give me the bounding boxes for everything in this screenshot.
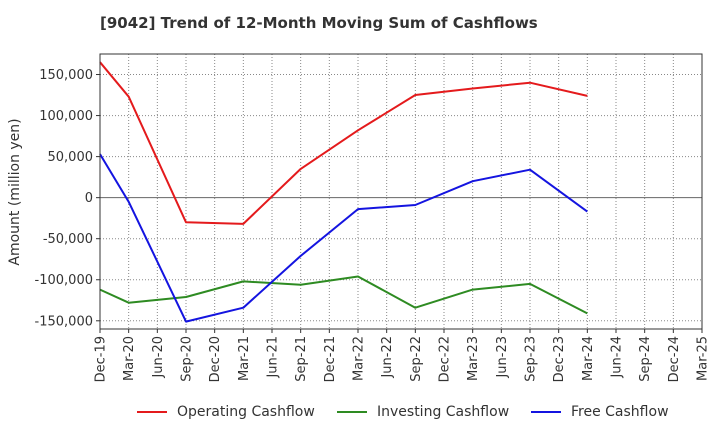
y-tick-label: -50,000 bbox=[43, 232, 93, 247]
legend-item: Free Cashflow bbox=[531, 404, 669, 420]
grid-lines bbox=[100, 54, 702, 329]
chart-plot: 150,000 100,000 50,000 0 -50,000 -100,000 -150… bbox=[7, 53, 711, 382]
x-axis-ticks: Dec-19 Mar-20 Jun-20 Sep-20 Dec-20 Mar-21 Jun-… bbox=[94, 329, 711, 382]
legend-item: Investing Cashflow bbox=[337, 404, 509, 420]
legend-item: Operating Cashflow bbox=[137, 404, 315, 420]
x-tick-label: Mar-22 bbox=[352, 336, 367, 381]
x-tick-label: Mar-21 bbox=[237, 336, 252, 381]
x-tick-label: Sep-23 bbox=[524, 336, 539, 382]
x-tick-label: Sep-24 bbox=[638, 336, 653, 382]
legend: Operating Cashflow Investing Cashflow Free… bbox=[0, 404, 720, 426]
legend-label: Investing Cashflow bbox=[377, 404, 510, 420]
y-tick-label: 150,000 bbox=[39, 68, 93, 83]
x-tick-label: Jun-23 bbox=[495, 336, 510, 379]
x-tick-label: Sep-21 bbox=[294, 336, 309, 382]
x-tick-label: Mar-20 bbox=[122, 336, 137, 381]
legend-swatch bbox=[531, 411, 561, 413]
x-tick-label: Dec-23 bbox=[552, 336, 567, 382]
chart-title: [9042] Trend of 12-Month Moving Sum of C… bbox=[100, 14, 538, 32]
x-tick-label: Jun-21 bbox=[266, 336, 281, 379]
series-lines bbox=[99, 61, 588, 323]
x-tick-label: Jun-20 bbox=[151, 336, 166, 379]
y-axis-label: Amount (million yen) bbox=[7, 118, 23, 265]
legend-swatch bbox=[337, 411, 367, 413]
legend-swatch bbox=[137, 411, 167, 413]
y-tick-label: 0 bbox=[85, 191, 93, 206]
x-tick-label: Sep-20 bbox=[180, 336, 195, 382]
x-tick-label: Mar-24 bbox=[581, 336, 596, 381]
y-tick-label: 50,000 bbox=[48, 150, 94, 165]
x-tick-label: Dec-19 bbox=[94, 336, 109, 382]
x-tick-label: Dec-24 bbox=[667, 336, 682, 382]
x-tick-label: Jun-24 bbox=[610, 336, 625, 379]
y-tick-label: 100,000 bbox=[39, 109, 93, 124]
y-axis-ticks: 150,000 100,000 50,000 0 -50,000 -100,000 -150… bbox=[35, 68, 100, 329]
plot-frame bbox=[99, 53, 703, 330]
x-tick-label: Dec-22 bbox=[438, 336, 453, 382]
series-line-investing-cashflow bbox=[99, 275, 588, 315]
legend-label: Operating Cashflow bbox=[177, 404, 315, 420]
series-line-operating-cashflow bbox=[99, 61, 588, 225]
x-tick-label: Jun-22 bbox=[380, 336, 395, 379]
x-tick-label: Sep-22 bbox=[409, 336, 424, 382]
x-tick-label: Dec-20 bbox=[208, 336, 223, 382]
y-tick-label: -150,000 bbox=[35, 314, 93, 329]
y-tick-label: -100,000 bbox=[35, 273, 93, 288]
x-tick-label: Mar-25 bbox=[696, 336, 711, 381]
plot-area bbox=[100, 54, 702, 329]
x-tick-label: Dec-21 bbox=[323, 336, 338, 382]
legend-label: Free Cashflow bbox=[571, 404, 669, 420]
x-tick-label: Mar-23 bbox=[466, 336, 481, 381]
series-line-free-cashflow bbox=[99, 153, 588, 323]
